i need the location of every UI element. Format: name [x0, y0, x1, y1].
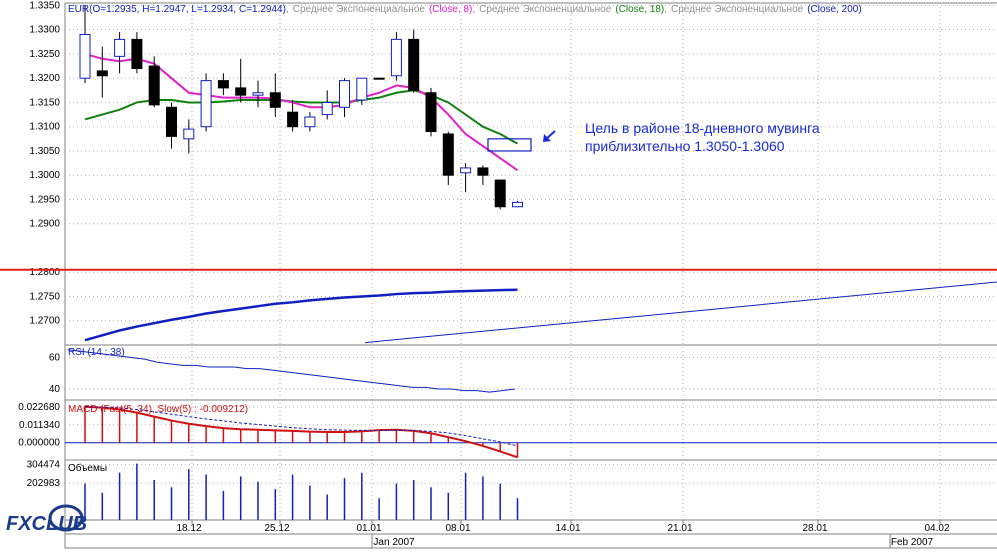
legend-ema200-label: Среднее Экспоненциальное	[671, 4, 804, 15]
macd-panel-frame	[64, 399, 997, 461]
y-tick-label: 1.2950	[29, 194, 60, 205]
candle-body	[390, 38, 402, 77]
volume-panel-frame	[64, 459, 997, 521]
y-tick-labels: 1.3350 1.3300 1.3250 1.3200 1.3150 1.3100 1.30…	[18, 0, 60, 489]
y-tick-label: 202983	[27, 478, 61, 489]
legend-ohlc: (O=1.2935, H=1.2947, L=1.2934, C=1.2944)	[89, 4, 286, 15]
x-tick-label: 25.12	[264, 523, 289, 534]
macd-series	[84, 405, 519, 459]
y-tick-label: 0.000000	[18, 438, 60, 449]
legend-ema18-params: (Close, 18)	[615, 4, 664, 15]
legend-sep-3: ,	[664, 4, 667, 15]
candle-body	[408, 38, 420, 91]
candle-body	[114, 38, 126, 57]
y-tick-label: 0.022680	[18, 402, 60, 413]
candle-body	[339, 80, 350, 108]
x-tick-label: 18.12	[176, 523, 201, 534]
candle-body	[217, 80, 229, 89]
legend-ema8-params: (Close, 8)	[429, 4, 472, 15]
y-tick-label: 1.2750	[29, 291, 60, 302]
y-tick-label: 1.3100	[29, 122, 60, 133]
y-tick-label: 60	[49, 353, 61, 364]
legend-ema18-label: Среднее Экспоненциальное	[479, 4, 612, 15]
x-tick-label: 01.01	[356, 523, 381, 534]
x-tick-labels: 18.12 25.12 01.01 08.01 14.01 21.01 28.01 04.02…	[176, 520, 950, 548]
price-legend: EUR(O=1.2935, H=1.2947, L=1.2934, C=1.29…	[68, 4, 862, 15]
logo-text: FXCLUB	[6, 513, 87, 535]
macd-signal-line	[84, 406, 518, 447]
trendline	[364, 281, 997, 344]
legend-symbol: EUR	[68, 4, 89, 15]
legend-sep-1: ,	[286, 4, 289, 15]
candle-body	[96, 70, 108, 77]
y-tick-label: 1.3300	[29, 25, 60, 36]
price-panel-frame	[64, 2, 997, 346]
candle-body	[477, 167, 489, 176]
rsi-series	[67, 349, 516, 393]
volume-series	[84, 463, 519, 520]
y-tick-label: 0.011340	[19, 420, 60, 431]
candle-body	[460, 167, 472, 174]
y-tick-label: 1.3350	[29, 0, 60, 11]
macd-label: MACD (Fast(5, 34), Slow(5) : -0.009212)	[68, 404, 248, 415]
y-tick-label: 1.3250	[29, 49, 60, 60]
legend-sep-2: ,	[472, 4, 475, 15]
candle-body	[235, 87, 247, 96]
x-tick-label: 08.01	[445, 523, 470, 534]
x-tick-label: 21.01	[667, 523, 692, 534]
candles	[79, 5, 523, 210]
legend-ema200-params: (Close, 200)	[807, 4, 861, 15]
y-tick-label: 1.3150	[29, 97, 60, 108]
y-tick-label: 1.3050	[29, 146, 60, 157]
rsi-line	[67, 349, 516, 393]
month-label: Jan 2007	[373, 537, 415, 548]
x-tick-label: 04.02	[924, 523, 949, 534]
candle-body	[356, 77, 368, 101]
annotation-arrow-icon	[543, 130, 556, 142]
ema200-line	[84, 288, 518, 342]
candle-body	[200, 80, 212, 128]
y-tick-label: 1.2900	[29, 219, 60, 230]
candle-body	[425, 92, 437, 133]
rsi-label: RSI (14 ; 38)	[68, 347, 125, 358]
grid-lines	[65, 3, 997, 520]
fxclub-logo: FXCLUB	[6, 504, 87, 535]
y-tick-label: 1.3200	[29, 73, 60, 84]
candle-body	[442, 133, 454, 176]
candle-body	[148, 65, 160, 106]
legend-ema8-label: Среднее Экспоненциальное	[293, 4, 426, 15]
candle-body	[166, 106, 177, 137]
candle-body	[304, 116, 316, 128]
month-label: Feb 2007	[891, 537, 934, 548]
x-tick-label: 28.01	[802, 523, 827, 534]
annotation-line-1: Цель в районе 18-дневного мувинга	[585, 120, 820, 136]
candle-body	[321, 101, 333, 116]
macd-line	[84, 405, 518, 459]
annotation-line-2: приблизительно 1.3050-1.3060	[585, 138, 785, 154]
x-tick-label: 14.01	[555, 523, 580, 534]
y-tick-label: 304474	[27, 460, 61, 471]
candle-body	[183, 128, 195, 140]
rsi-panel-frame	[64, 344, 997, 401]
volume-label: Объемы	[68, 462, 107, 474]
candle-body	[79, 34, 91, 79]
candle-body	[287, 111, 299, 128]
candle-body	[252, 92, 264, 96]
y-tick-label: 1.2800	[29, 267, 60, 278]
y-tick-label: 40	[49, 384, 61, 395]
candle-body	[512, 201, 523, 208]
target-zone-box	[487, 138, 532, 152]
candle-body	[269, 92, 281, 108]
candle-body	[131, 38, 143, 69]
y-tick-label: 1.3000	[29, 170, 60, 181]
y-tick-label: 1.2700	[29, 316, 60, 327]
candle-body	[373, 77, 385, 80]
candle-body	[494, 179, 506, 208]
